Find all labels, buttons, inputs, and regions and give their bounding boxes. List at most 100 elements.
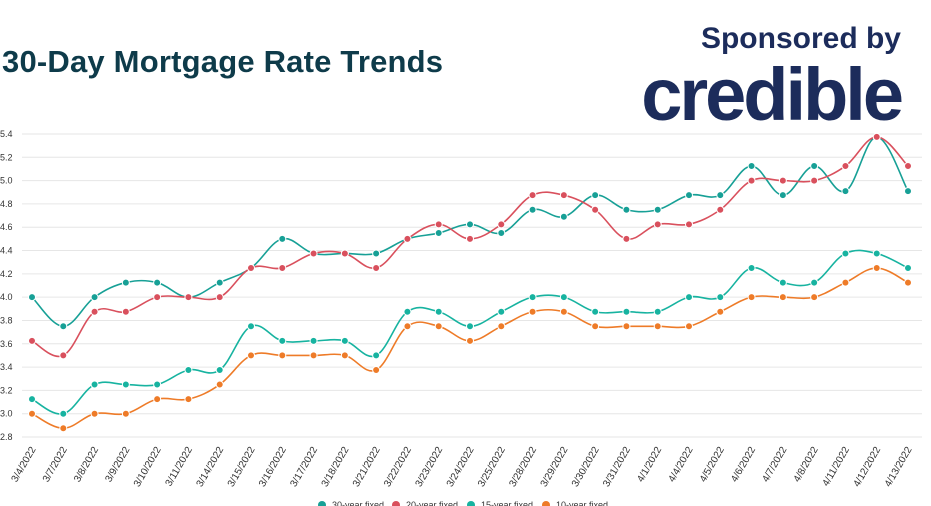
y-tick-label: 4.2 [0,269,13,279]
data-point [340,249,349,258]
data-point [559,212,568,221]
data-point [497,229,506,238]
x-tick-label: 3/29/2022 [539,445,571,489]
legend-marker [318,501,326,506]
data-point [872,132,881,141]
x-tick-label: 4/7/2022 [760,445,789,485]
data-point [716,191,725,200]
data-point [28,409,36,418]
x-tick-label: 3/30/2022 [570,445,602,489]
data-point [904,187,912,196]
x-tick-label: 3/21/2022 [351,445,383,489]
data-point [591,307,600,316]
y-tick-label: 3.6 [0,339,13,349]
x-tick-label: 3/17/2022 [288,445,320,489]
data-point [466,234,474,243]
data-point [497,307,506,316]
data-point [215,278,224,287]
data-point [466,220,474,229]
x-tick-label: 3/10/2022 [132,445,164,489]
data-point [904,264,912,273]
data-point [559,307,568,316]
data-point [184,365,193,374]
data-point [372,351,381,360]
data-point [403,322,412,331]
data-point [810,278,819,287]
data-point [434,220,443,229]
data-point [121,409,130,418]
x-tick-label: 4/1/2022 [635,445,664,485]
data-point [716,307,725,316]
data-point [278,264,287,273]
data-point [184,293,193,302]
data-point [653,205,662,214]
data-point [872,249,881,258]
data-point [778,278,787,287]
chart-legend: 30-year fixed 20-year fixed 15-year fixed 1… [318,500,608,506]
legend-marker [467,501,475,506]
data-point [747,293,756,302]
data-point [747,176,756,185]
data-point [278,234,287,243]
data-point [810,162,819,171]
data-point [747,162,756,171]
data-point [121,307,130,316]
data-point [716,205,725,214]
x-tick-label: 3/25/2022 [476,445,508,489]
data-point [90,307,99,316]
data-point [841,278,850,287]
data-point [904,278,912,287]
data-point [434,307,443,316]
data-point [215,293,224,302]
x-tick-label: 4/12/2022 [852,445,884,489]
data-point [591,322,600,331]
x-tick-label: 4/13/2022 [883,445,915,489]
x-tick-label: 3/28/2022 [507,445,539,489]
y-tick-label: 3.0 [0,409,13,419]
data-point [372,365,381,374]
brand-logo: credible [641,53,904,136]
series-line [31,267,909,430]
data-point [90,380,99,389]
data-point [528,191,537,200]
x-tick-label: 3/8/2022 [72,445,101,485]
page-title: 30-Day Mortgage Rate Trends [2,44,444,79]
x-tick-label: 3/14/2022 [195,445,227,489]
y-tick-label: 3.4 [0,362,13,372]
chart-series [28,132,912,433]
y-tick-label: 2.8 [0,432,13,442]
x-tick-label: 3/11/2022 [164,445,196,489]
legend-marker [542,501,550,506]
data-point [372,264,381,273]
data-point [59,351,68,360]
x-tick-label: 4/5/2022 [698,445,727,485]
data-point [153,293,162,302]
y-tick-label: 4.0 [0,292,13,302]
y-tick-label: 5.2 [0,152,13,162]
data-point [528,307,537,316]
y-tick-label: 5.4 [0,129,13,139]
legend-label: 10-year fixed [556,500,608,506]
y-tick-label: 4.8 [0,199,13,209]
data-point [153,278,162,287]
legend-marker [392,501,400,506]
data-point [559,293,568,302]
y-tick-label: 5.0 [0,176,13,186]
data-point [340,351,349,360]
data-point [90,293,99,302]
data-point [153,380,162,389]
data-point [28,336,36,345]
data-point [747,264,756,273]
x-tick-label: 4/11/2022 [821,445,853,489]
data-point [121,380,130,389]
x-tick-label: 3/15/2022 [226,445,258,489]
data-point [215,380,224,389]
data-point [309,249,318,258]
data-point [215,365,224,374]
data-point [841,249,850,258]
x-tick-label: 3/22/2022 [382,445,414,489]
data-point [403,234,412,243]
x-tick-label: 3/18/2022 [320,445,352,489]
data-point [622,234,631,243]
